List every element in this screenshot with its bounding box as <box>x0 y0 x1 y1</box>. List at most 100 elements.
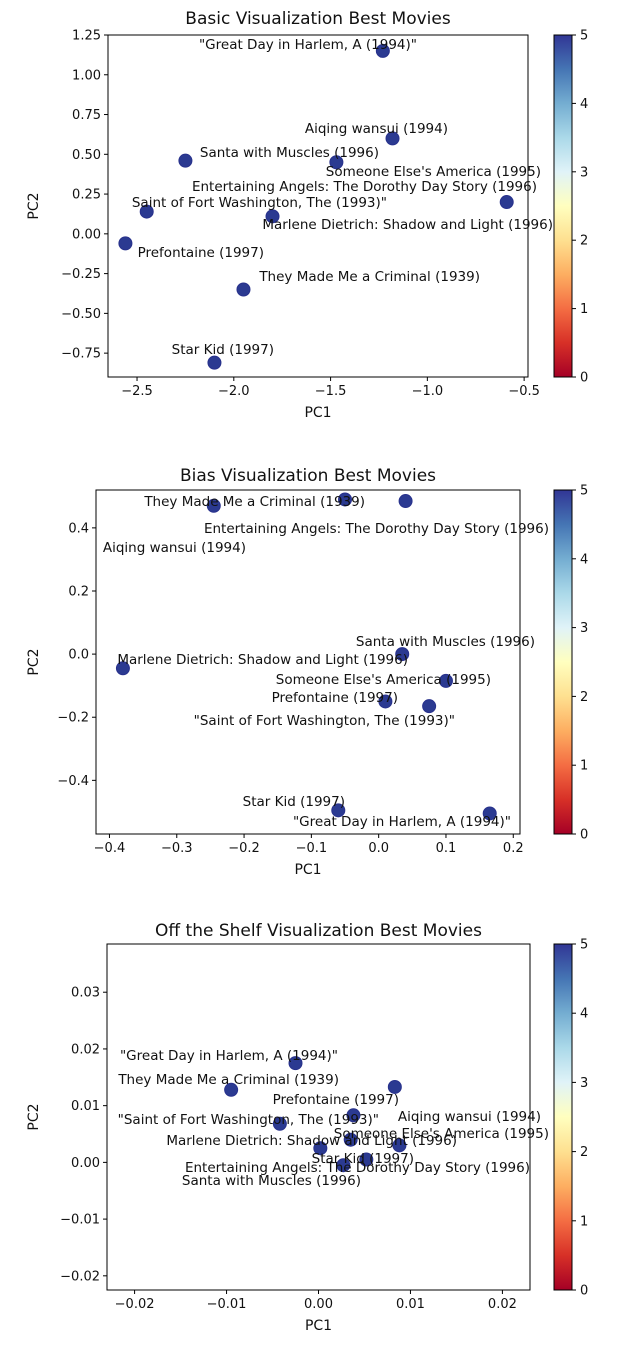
point-label: Entertaining Angels: The Dorothy Day Sto… <box>192 179 537 195</box>
y-tick-label: −0.25 <box>61 267 101 282</box>
y-tick-label: −0.4 <box>57 774 89 789</box>
colorbar-tick-label: 0 <box>580 371 588 386</box>
x-tick-label: −1.5 <box>315 384 347 399</box>
point-label: Someone Else's America (1995) <box>326 164 541 180</box>
x-tick-label: −2.0 <box>218 384 250 399</box>
y-tick-label: −0.75 <box>61 347 101 362</box>
point-label: Saint of Fort Washington, The (1993)" <box>132 195 387 211</box>
x-tick-label: 0.02 <box>488 1297 517 1312</box>
point-label: Aiqing wansui (1994) <box>103 540 246 556</box>
data-point <box>392 1138 407 1153</box>
point-label: Prefontaine (1997) <box>273 1092 399 1108</box>
x-tick-label: −2.5 <box>121 384 153 399</box>
colorbar-tick-label: 1 <box>580 302 588 317</box>
y-tick-label: −0.02 <box>60 1269 100 1284</box>
chart-title: Off the Shelf Visualization Best Movies <box>155 921 482 941</box>
data-point <box>224 1082 239 1097</box>
chart-panel-2: Bias Visualization Best Movies −0.4 −0.3 −0… <box>26 466 588 878</box>
point-label: Someone Else's America (1995) <box>276 672 491 688</box>
colorbar: 0 1 2 3 4 5 <box>553 29 588 386</box>
data-point <box>395 647 410 662</box>
x-tick-label: 0.01 <box>396 1297 425 1312</box>
chart-title: Bias Visualization Best Movies <box>180 466 436 486</box>
colorbar-tick-label: 0 <box>580 828 588 843</box>
point-label: Prefontaine (1997) <box>138 245 264 261</box>
x-tick-label: −0.02 <box>115 1297 155 1312</box>
x-tick-label: 0.0 <box>368 841 389 856</box>
y-tick-label: −0.50 <box>61 307 101 322</box>
point-label: "Great Day in Harlem, A (1994)" <box>120 1048 338 1064</box>
colorbar-tick-label: 2 <box>580 234 588 249</box>
colorbar: 0 1 2 3 4 5 <box>553 938 588 1299</box>
data-point <box>422 699 437 714</box>
data-point <box>359 1152 374 1167</box>
data-point <box>207 355 222 370</box>
data-point <box>313 1141 328 1156</box>
point-label: Entertaining Angels: The Dorothy Day Sto… <box>185 1160 530 1176</box>
y-tick-label: 0.02 <box>71 1042 100 1057</box>
y-tick-label: 0.75 <box>72 108 101 123</box>
data-point <box>343 1132 358 1147</box>
x-tick-label: 0.00 <box>304 1297 333 1312</box>
chart-title: Basic Visualization Best Movies <box>185 9 451 29</box>
point-label: "Saint of Fort Washington, The (1993)" <box>194 713 455 729</box>
y-tick-label: 0.00 <box>71 1156 100 1171</box>
colorbar-tick-label: 5 <box>580 938 588 953</box>
data-point <box>206 498 221 513</box>
point-label: Entertaining Angels: The Dorothy Day Sto… <box>204 521 549 537</box>
x-tick-label: −0.1 <box>296 841 328 856</box>
colorbar-tick-label: 5 <box>580 484 588 499</box>
point-label: Santa with Muscles (1996) <box>356 634 535 650</box>
colorbar-gradient <box>553 34 573 378</box>
point-label: They Made Me a Criminal (1939) <box>143 494 365 510</box>
data-point <box>115 661 130 676</box>
point-label: Star Kid (1997) <box>172 342 274 358</box>
x-tick-label: −1.0 <box>412 384 444 399</box>
data-point <box>288 1056 303 1071</box>
x-tick-label: 0.1 <box>436 841 457 856</box>
chart-panel-3: Off the Shelf Visualization Best Movies −… <box>26 921 588 1334</box>
colorbar-tick-label: 4 <box>580 97 588 112</box>
x-tick-label: 0.2 <box>503 841 524 856</box>
x-tick-label: −0.4 <box>94 841 126 856</box>
colorbar-gradient <box>553 943 573 1291</box>
data-point <box>336 1158 351 1173</box>
x-axis-label: PC1 <box>305 1318 332 1334</box>
colorbar-tick-label: 3 <box>580 621 588 636</box>
point-label: They Made Me a Criminal (1939) <box>117 1072 339 1088</box>
data-point <box>387 1079 402 1094</box>
data-point <box>272 1116 287 1131</box>
data-point <box>265 209 280 224</box>
plot-area <box>107 34 529 378</box>
y-tick-label: 0.50 <box>72 148 101 163</box>
point-label: "Saint of Fort Washington, The (1993)" <box>118 1112 379 1128</box>
point-label: Marlene Dietrich: Shadow and Light (1996… <box>262 217 553 233</box>
x-axis-label: PC1 <box>294 862 321 878</box>
colorbar-tick-label: 0 <box>580 1284 588 1299</box>
colorbar-tick-label: 2 <box>580 690 588 705</box>
colorbar-tick-label: 5 <box>580 29 588 44</box>
data-point <box>398 494 413 509</box>
x-axis-label: PC1 <box>304 405 331 421</box>
data-point <box>438 673 453 688</box>
data-point <box>385 131 400 146</box>
colorbar-tick-label: 4 <box>580 1007 588 1022</box>
colorbar: 0 1 2 3 4 5 <box>553 484 588 843</box>
data-point <box>338 492 353 507</box>
data-point <box>139 204 154 219</box>
point-label: Santa with Muscles (1996) <box>200 145 379 161</box>
y-tick-label: 0.00 <box>72 227 101 242</box>
plot-area <box>95 489 521 835</box>
data-point <box>118 236 133 251</box>
data-point <box>329 155 344 170</box>
data-point <box>482 806 497 821</box>
x-tick-label: −0.2 <box>228 841 260 856</box>
y-tick-label: 0.03 <box>71 986 100 1001</box>
data-point <box>378 694 393 709</box>
y-tick-label: 0.01 <box>71 1099 100 1114</box>
colorbar-gradient <box>553 489 573 835</box>
y-axis-label: PC2 <box>26 648 42 675</box>
point-label: They Made Me a Criminal (1939) <box>258 269 480 285</box>
y-tick-label: 0.4 <box>68 521 89 536</box>
